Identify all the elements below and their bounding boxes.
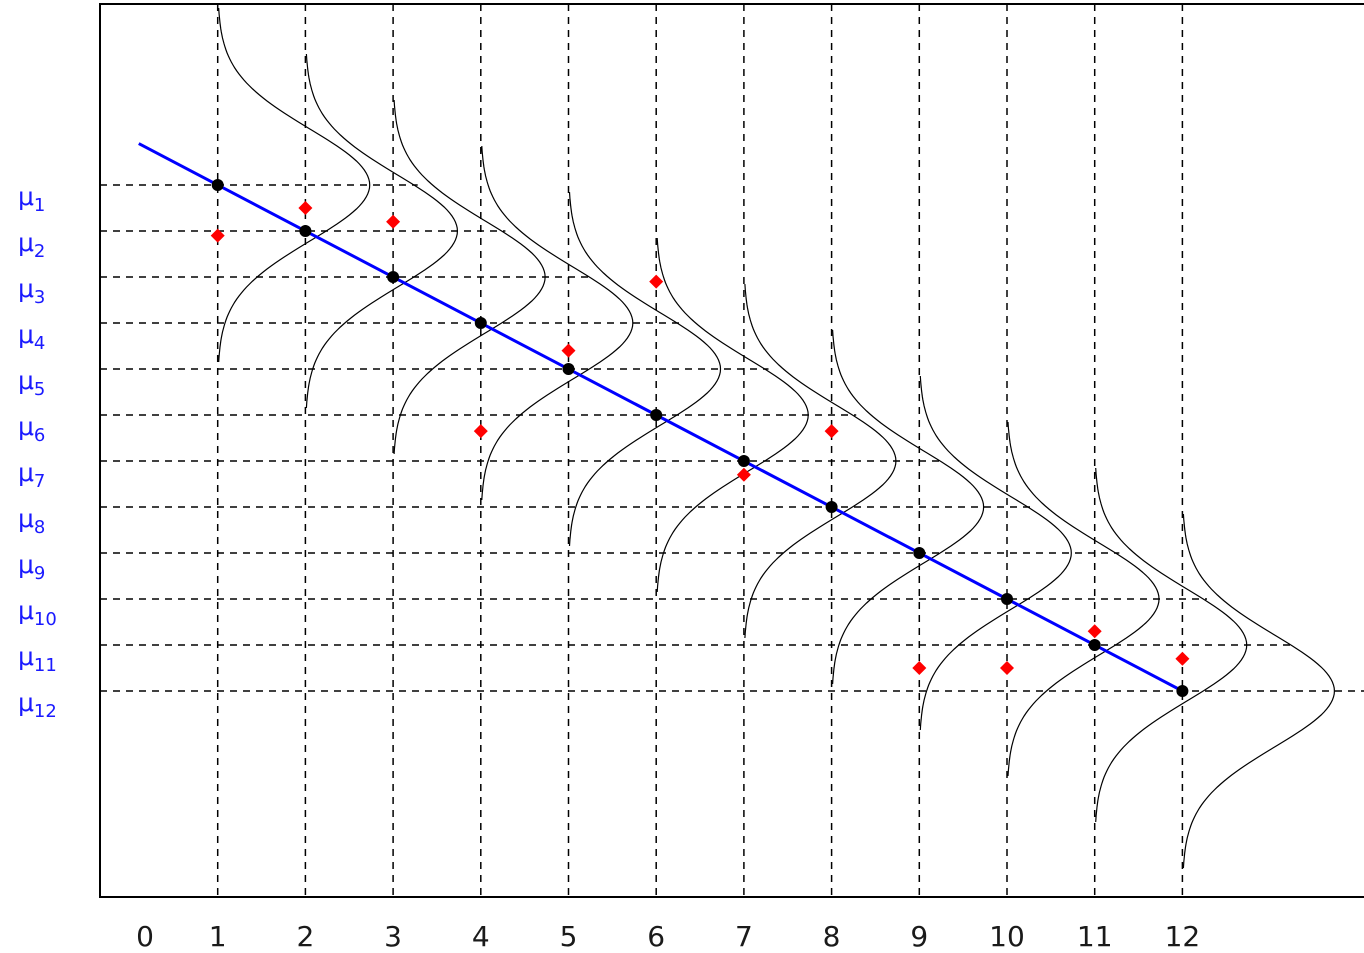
observation-point-2	[298, 201, 313, 215]
x-tick-label-3: 3	[384, 920, 402, 953]
mean-point-2	[299, 225, 312, 237]
observation-points	[210, 201, 1190, 675]
observation-point-6	[649, 274, 664, 289]
x-tick-label-7: 7	[735, 920, 753, 953]
x-tick-label-6: 6	[647, 920, 665, 953]
mean-label-12: μ12	[18, 688, 57, 722]
x-tick-label-4: 4	[472, 920, 490, 953]
mean-point-8	[825, 501, 838, 513]
x-tick-label-8: 8	[823, 920, 841, 953]
observation-point-10	[1000, 661, 1014, 675]
distribution-curve-2	[305, 53, 459, 409]
x-axis-ticks: 0 1 2 3 4 5 6 7 8 9 10 11 12	[136, 920, 1200, 953]
distribution-curve-7	[744, 283, 897, 639]
mean-point-6	[650, 409, 663, 421]
mean-label-10: μ10	[18, 596, 57, 630]
x-tick-label-1: 1	[209, 920, 227, 953]
x-tick-label-9: 9	[910, 920, 928, 953]
x-tick-label-10: 10	[989, 920, 1025, 953]
distribution-curve-11	[1095, 467, 1248, 823]
mean-label-7: μ7	[18, 458, 45, 492]
mean-label-6: μ6	[18, 412, 45, 446]
mean-point-9	[913, 547, 926, 559]
distribution-curve-8	[832, 329, 985, 685]
mean-point-7	[737, 455, 750, 467]
mean-label-5: μ5	[18, 366, 45, 400]
observation-point-8	[824, 424, 839, 439]
mean-labels: μ1 μ2 μ3 μ4 μ5 μ6 μ7 μ8 μ9 μ10 μ11 μ12	[18, 182, 57, 722]
mean-point-4	[474, 317, 487, 329]
x-tick-label-5: 5	[560, 920, 578, 953]
distribution-curve-12	[1182, 513, 1336, 869]
mean-point-11	[1088, 639, 1101, 651]
observation-point-11	[1087, 624, 1102, 639]
distribution-curve-6	[656, 237, 809, 593]
observation-point-9	[912, 661, 927, 675]
observation-point-4	[473, 424, 488, 439]
distribution-curve-10	[1007, 421, 1160, 777]
x-tick-label-2: 2	[296, 920, 314, 953]
distribution-curve-3	[393, 99, 546, 455]
x-tick-label-12: 12	[1165, 920, 1201, 953]
mean-points	[211, 179, 1189, 697]
mean-label-4: μ4	[18, 320, 45, 354]
mean-point-5	[562, 363, 575, 375]
mean-point-1	[211, 179, 224, 191]
observation-point-12	[1175, 651, 1190, 666]
mean-label-1: μ1	[18, 182, 45, 216]
distribution-curves	[218, 7, 1336, 869]
observation-point-7	[736, 467, 751, 482]
distribution-curve-5	[568, 191, 722, 547]
mean-label-3: μ3	[18, 274, 45, 308]
plot-frame	[99, 3, 1364, 898]
mean-point-12	[1176, 685, 1189, 697]
distribution-curve-1	[218, 7, 371, 363]
mean-label-2: μ2	[18, 228, 45, 262]
grid-lines	[100, 4, 1364, 897]
observation-point-1	[210, 228, 225, 243]
mean-label-11: μ11	[18, 642, 57, 676]
mean-point-10	[1001, 593, 1013, 605]
observation-point-3	[386, 214, 401, 229]
distribution-curve-4	[481, 145, 634, 501]
observation-point-5	[561, 343, 576, 358]
distribution-curve-9	[919, 375, 1072, 731]
mean-label-9: μ9	[18, 550, 45, 584]
mean-point-3	[387, 271, 400, 283]
x-tick-label-11: 11	[1077, 920, 1113, 953]
x-tick-label-0: 0	[136, 920, 154, 953]
mean-label-8: μ8	[18, 504, 45, 538]
